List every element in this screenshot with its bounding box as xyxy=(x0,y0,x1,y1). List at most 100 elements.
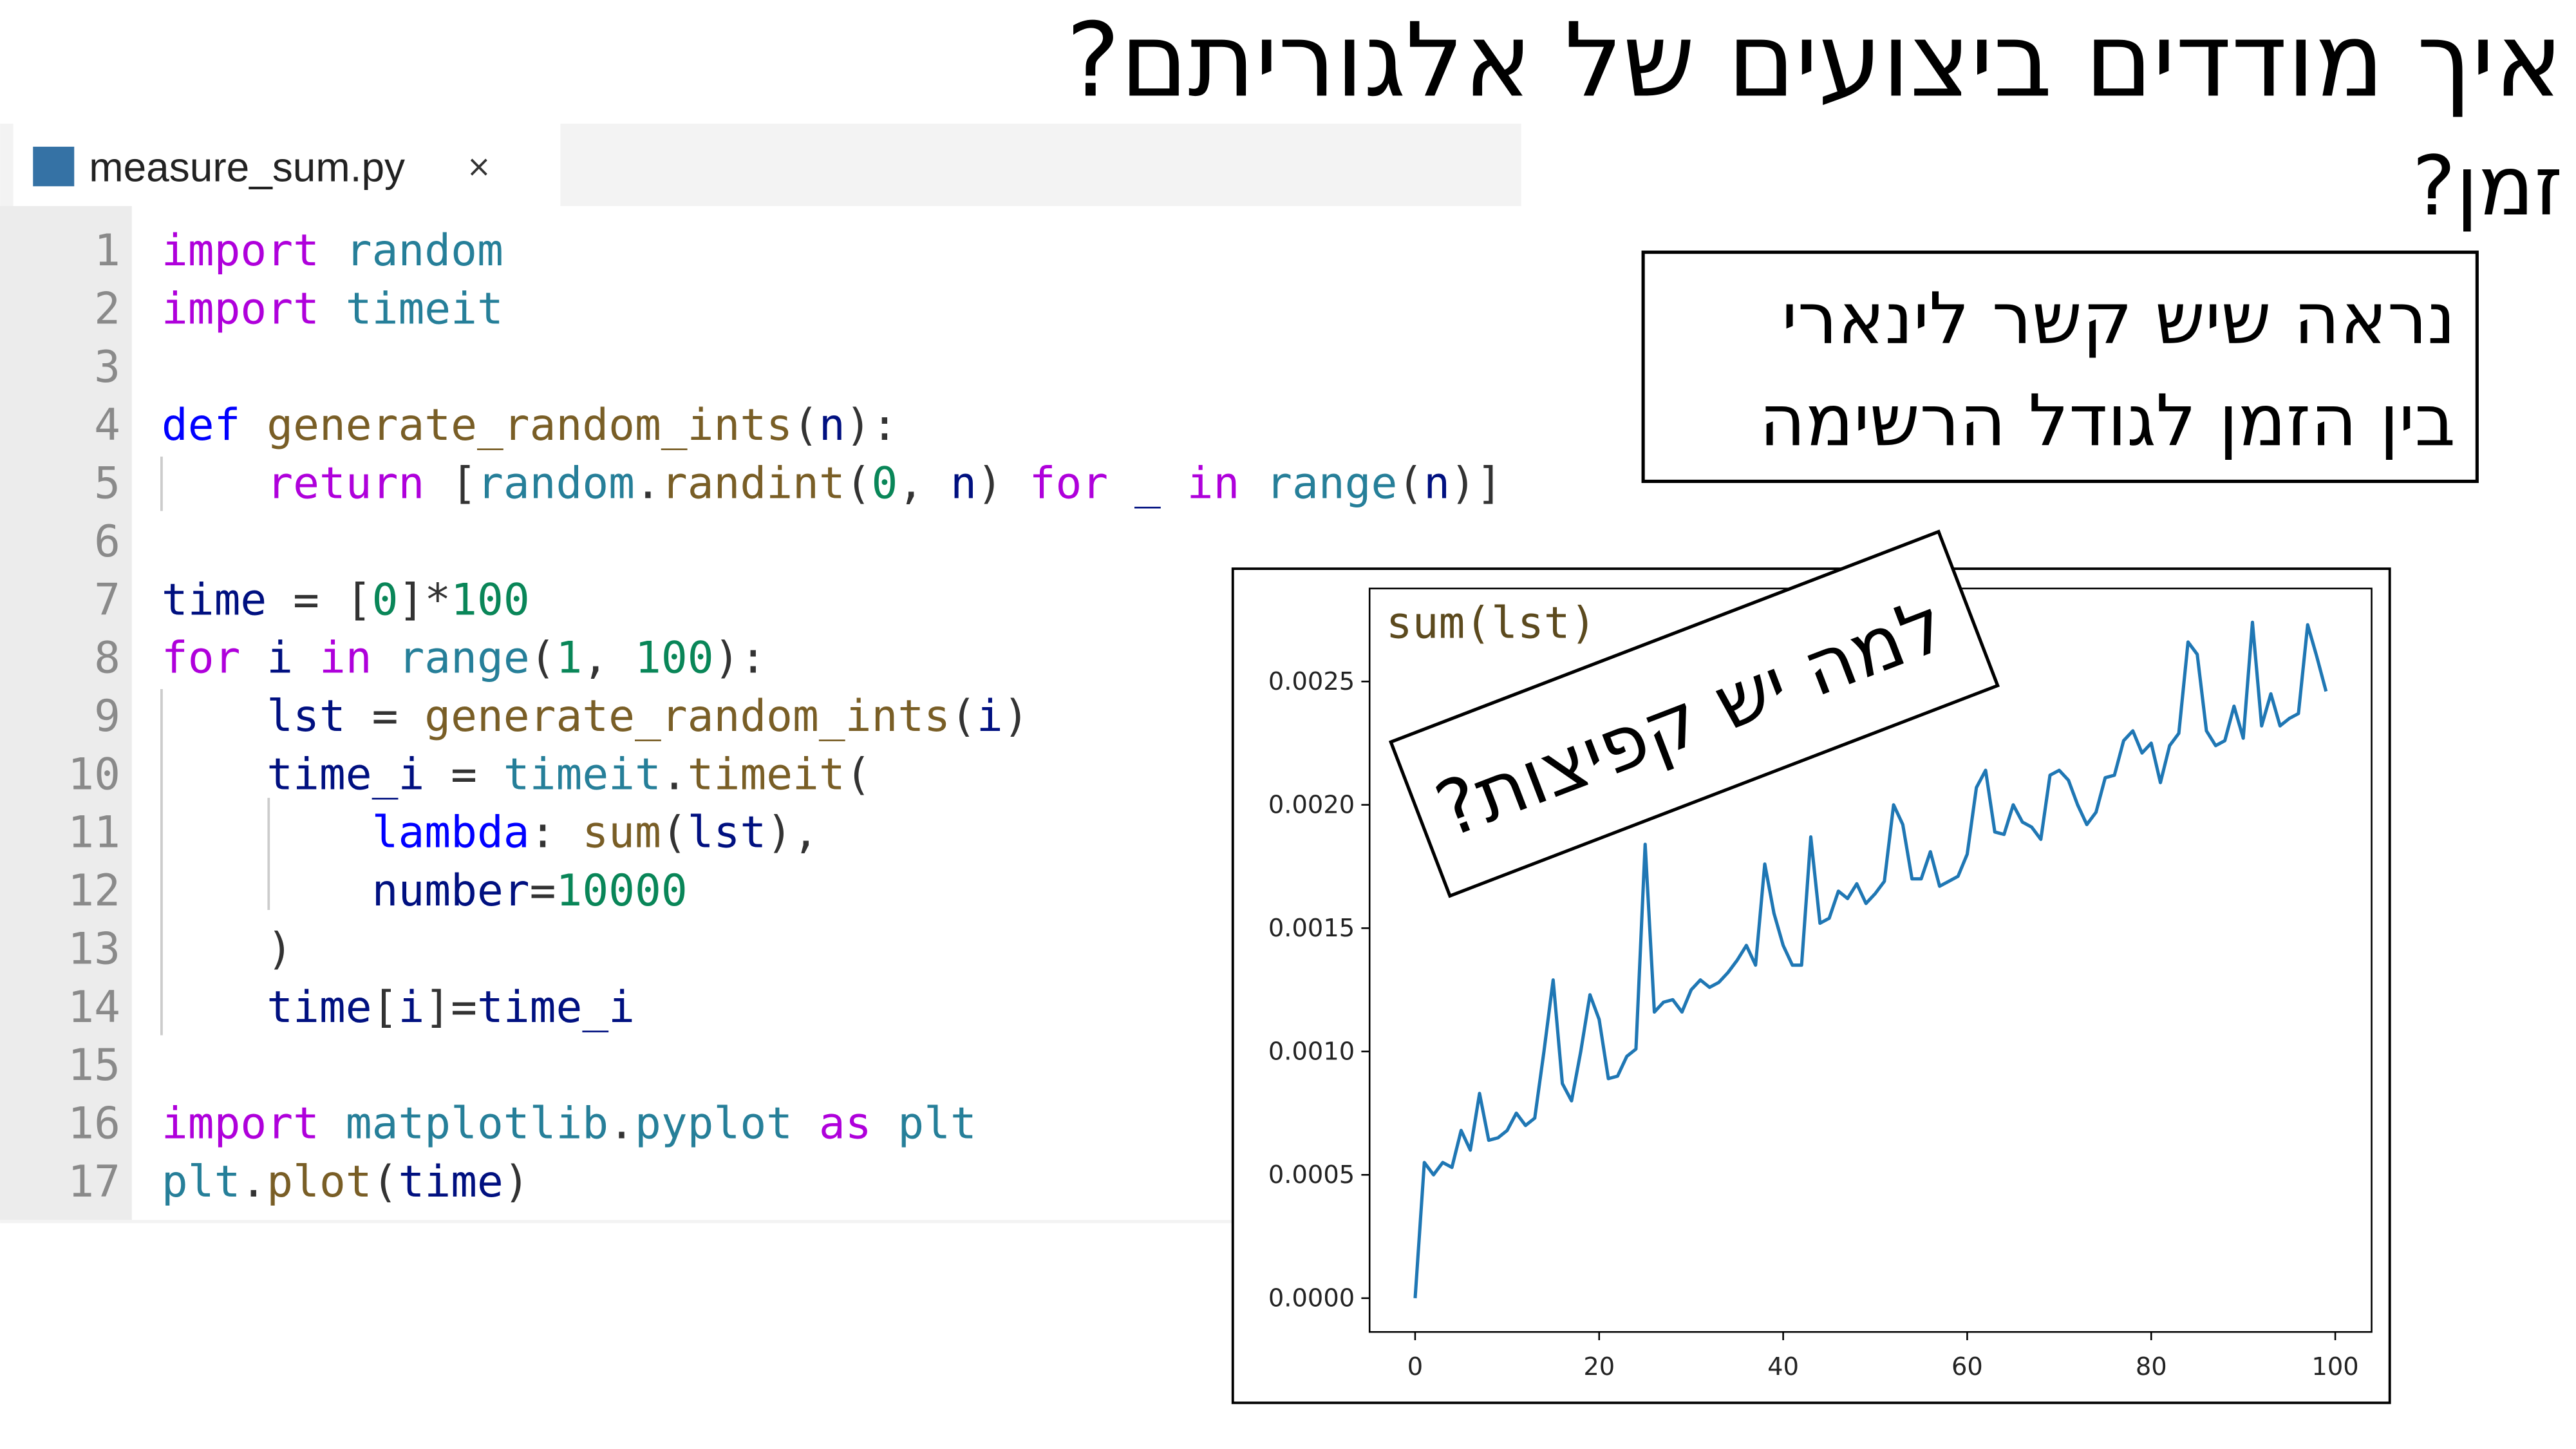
chart-title: sum(lst) xyxy=(1386,598,1597,649)
code-token: , xyxy=(582,632,635,683)
code-line: time_i = timeit.timeit( xyxy=(162,748,872,799)
code-token: range xyxy=(372,632,530,683)
code-token: [ xyxy=(424,458,477,509)
code-token: 1 xyxy=(556,632,583,683)
note-box xyxy=(1641,251,2479,483)
code-line: import timeit xyxy=(162,283,503,334)
tab-title[interactable]: measure_sum.py xyxy=(89,144,405,191)
code-line: plt.plot(time) xyxy=(162,1156,530,1207)
code-token: ( xyxy=(661,807,688,858)
code-token: for xyxy=(1029,458,1109,509)
code-line: lst = generate_random_ints(i) xyxy=(162,690,1029,741)
code-token: lst xyxy=(688,807,767,858)
gutter xyxy=(0,205,132,1220)
code-line: return [random.randint(0, n) for _ in ra… xyxy=(162,458,1503,509)
line-number: 15 xyxy=(68,1039,120,1090)
code-token: plt xyxy=(162,1156,241,1207)
code-token: import xyxy=(162,283,319,334)
code-token: ) xyxy=(977,458,1029,509)
y-tick-label: 0.0010 xyxy=(1268,1037,1355,1066)
code-token: = xyxy=(530,865,556,916)
code-token: = xyxy=(346,690,425,741)
code-token: in xyxy=(293,632,372,683)
code-line: number=10000 xyxy=(162,865,688,916)
code-token: n xyxy=(1424,458,1450,509)
code-token: 10000 xyxy=(556,865,687,916)
code-token: . xyxy=(608,1097,635,1148)
code-token: sum xyxy=(582,807,661,858)
code-token: ( xyxy=(845,458,872,509)
chart: 0 20 40 60 80 100 0.0000 0.0005 0.0010 0.0015 0.00… xyxy=(1231,529,2391,1405)
code-token: _ xyxy=(1108,458,1161,509)
code-token: range xyxy=(1239,458,1397,509)
line-number: 1 xyxy=(94,225,120,276)
code-token: lst xyxy=(162,690,346,741)
code-token: ): xyxy=(714,632,767,683)
code-token: time xyxy=(162,981,372,1032)
code-token: ( xyxy=(372,1156,399,1207)
code-token: ) xyxy=(503,1156,530,1207)
line-number: 6 xyxy=(94,516,120,567)
line-number: 16 xyxy=(68,1097,120,1148)
code-line: lambda: sum(lst), xyxy=(162,807,819,858)
line-number: 14 xyxy=(68,981,120,1032)
line-number: 3 xyxy=(94,341,120,392)
code-token: plot xyxy=(267,1156,371,1207)
y-tick-label: 0.0020 xyxy=(1268,791,1355,820)
editor-tab[interactable] xyxy=(13,123,561,206)
code-token: return xyxy=(162,458,424,509)
code-token: ( xyxy=(530,632,556,683)
code-token: time_i xyxy=(477,981,635,1032)
code-line: ) xyxy=(162,923,293,974)
x-tick-label: 40 xyxy=(1767,1352,1799,1381)
code-token: plt xyxy=(872,1097,977,1148)
line-number: 12 xyxy=(68,865,120,916)
code-line: import random xyxy=(162,225,503,276)
y-tick-label: 0.0000 xyxy=(1268,1284,1355,1313)
code-token: ]* xyxy=(398,574,451,625)
code-token: = [ xyxy=(267,574,371,625)
code-token: ) xyxy=(1003,690,1029,741)
line-number: 4 xyxy=(94,399,120,450)
code-token: n xyxy=(819,399,845,450)
code-token: ) xyxy=(162,923,293,974)
line-number: 9 xyxy=(94,690,120,741)
code-token: matplotlib xyxy=(319,1097,608,1148)
slide-title: איך מודדים ביצועים של אלגוריתם? xyxy=(1066,1,2563,120)
code-token: 0 xyxy=(872,458,898,509)
line-number: 10 xyxy=(68,748,120,799)
code-token: time xyxy=(162,574,267,625)
code-token: ( xyxy=(1397,458,1424,509)
code-token: pyplot xyxy=(635,1097,793,1148)
y-tick-label: 0.0025 xyxy=(1268,667,1355,696)
note-line: נראה שיש קשר לינארי xyxy=(1782,277,2456,359)
code-token: for xyxy=(162,632,241,683)
code-token: . xyxy=(240,1156,267,1207)
code-token: i xyxy=(977,690,1003,741)
code-token: def xyxy=(162,399,241,450)
tab-close[interactable]: × xyxy=(466,149,491,184)
x-tick-label: 60 xyxy=(1951,1352,1983,1381)
code-token: ), xyxy=(766,807,819,858)
code-token: timeit xyxy=(688,748,845,799)
code-token: 100 xyxy=(451,574,530,625)
y-tick-label: 0.0015 xyxy=(1268,914,1355,943)
line-number: 13 xyxy=(68,923,120,974)
code-token: as xyxy=(793,1097,872,1148)
line-number: 5 xyxy=(94,458,120,509)
code-token: time_i xyxy=(162,748,424,799)
code-line: for i in range(1, 100): xyxy=(162,632,766,683)
code-token: ): xyxy=(845,399,898,450)
code-token: random xyxy=(477,458,635,509)
code-token: . xyxy=(635,458,661,509)
code-token: ]= xyxy=(424,981,477,1032)
x-tick-label: 80 xyxy=(2136,1352,2167,1381)
code-token: generate_random_ints xyxy=(424,690,950,741)
code-token: time xyxy=(398,1156,503,1207)
note-line: בין הזמן לגודל הרשימה xyxy=(1759,379,2456,462)
code-token: in xyxy=(1161,458,1240,509)
code-line: def generate_random_ints(n): xyxy=(162,399,898,450)
line-number: 17 xyxy=(68,1156,120,1207)
line-number: 8 xyxy=(94,632,120,683)
